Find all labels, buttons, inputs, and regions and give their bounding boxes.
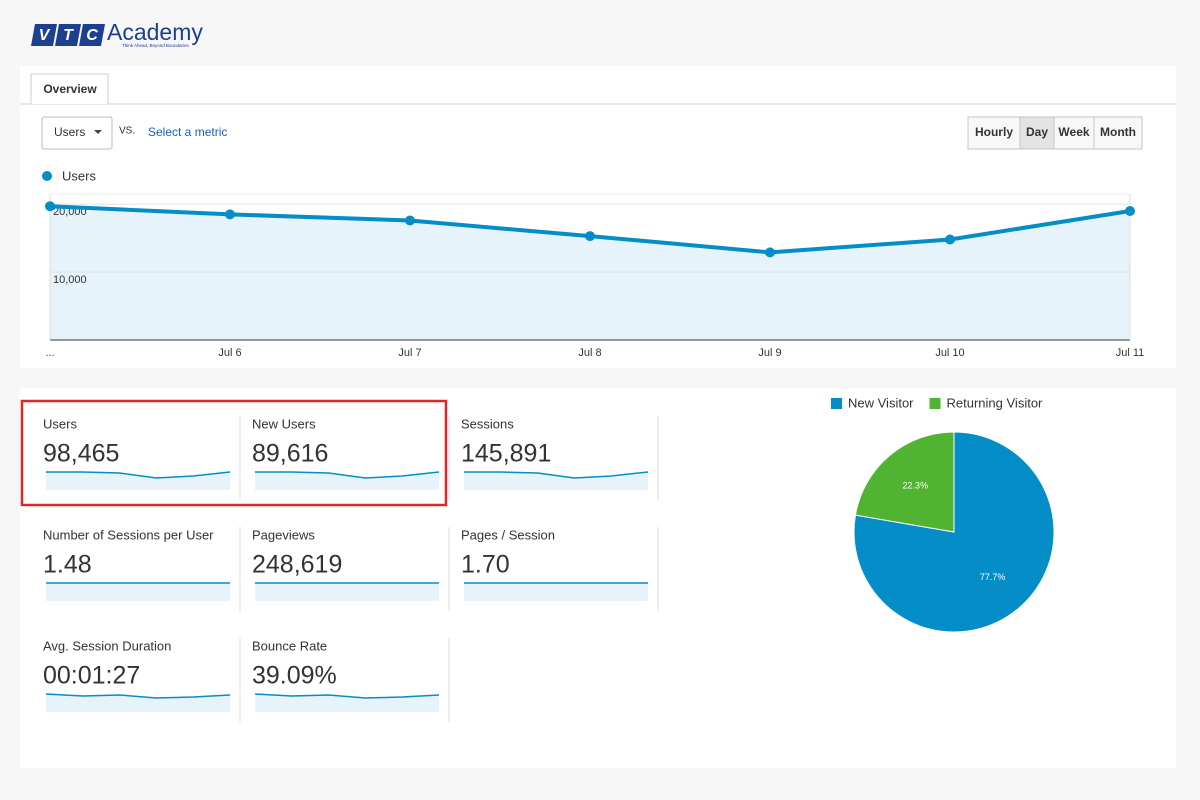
metric-value: 00:01:27: [43, 662, 140, 690]
select-metric-link[interactable]: Select a metric: [148, 125, 227, 139]
legend-swatch: [929, 398, 941, 409]
point: [585, 231, 595, 242]
legend-swatch: [831, 398, 842, 409]
metric-value: 1.70: [461, 551, 510, 579]
sparkline: [46, 471, 231, 479]
x-tick-label: ...: [45, 347, 54, 359]
sparkline-area: [464, 472, 648, 490]
sparkline: [45, 693, 231, 699]
metric-selected[interactable]: Users: [54, 125, 85, 139]
logo-letter: T: [63, 27, 74, 44]
sparkline-area: [255, 694, 439, 712]
x-tick-label: Jul 8: [578, 347, 601, 359]
tab[interactable]: Overview: [43, 82, 97, 96]
sparkline: [464, 471, 649, 479]
period-button-label[interactable]: Hourly: [975, 125, 1013, 139]
metric-dropdown[interactable]: [41, 116, 113, 150]
period-button-label[interactable]: Week: [1058, 125, 1089, 139]
point: [405, 215, 415, 226]
legend-label: Users: [62, 168, 96, 183]
metric-label: Users: [43, 416, 77, 431]
metric-label: New Users: [252, 416, 316, 431]
sparkline-area: [464, 583, 648, 601]
y-tick-label: 10,000: [53, 274, 87, 286]
point: [45, 201, 55, 212]
metric-value: 145,891: [461, 440, 551, 468]
dropdown-arrow: [94, 130, 102, 134]
point: [945, 234, 955, 245]
metric-label: Number of Sessions per User: [43, 527, 214, 542]
logo-box: [31, 24, 57, 46]
x-tick-label: Jul 7: [398, 347, 421, 359]
logo-box: [79, 24, 105, 46]
sparkline: [255, 471, 440, 479]
x-tick-label: Jul 6: [218, 347, 241, 359]
point: [225, 209, 235, 220]
tab-box: [30, 73, 109, 104]
x-tick-label: Jul 9: [758, 347, 781, 359]
metric-value: 39.09%: [252, 662, 337, 690]
legend-dot: [42, 171, 52, 181]
metric-label: Pageviews: [252, 527, 315, 542]
metric-label: Pages / Session: [461, 527, 555, 542]
legend-label: Returning Visitor: [947, 395, 1044, 410]
logo-letter: C: [86, 27, 98, 44]
metric-value: 98,465: [43, 440, 119, 468]
metric-value: 248,619: [252, 551, 342, 579]
sparkline-area: [255, 472, 439, 490]
period-button[interactable]: [1053, 116, 1095, 150]
metric-label: Sessions: [461, 416, 514, 431]
logo-tagline: Think Ahead, Beyond Boundaries: [122, 43, 190, 48]
legend-label: New Visitor: [848, 395, 914, 410]
highlight-box: [20, 399, 448, 507]
period-button[interactable]: [1093, 116, 1143, 150]
period-button-label[interactable]: Day: [1026, 125, 1048, 139]
period-button-label[interactable]: Month: [1100, 125, 1136, 139]
point: [1125, 205, 1135, 216]
point: [765, 247, 775, 258]
period-button[interactable]: [1019, 116, 1055, 150]
sparkline-area: [46, 583, 230, 601]
sparkline-area: [255, 583, 439, 601]
logo-letter: V: [39, 27, 51, 44]
pie-slice: [854, 431, 955, 533]
metric-label: Bounce Rate: [252, 638, 327, 653]
vs-label: VS.: [119, 126, 135, 137]
period-button[interactable]: [967, 116, 1021, 150]
metric-label: Avg. Session Duration: [43, 638, 171, 653]
sparkline-area: [46, 694, 230, 712]
metric-value: 89,616: [252, 440, 328, 468]
x-tick-label: Jul 11: [1116, 347, 1145, 359]
metric-value: 1.48: [43, 551, 92, 579]
area: [50, 206, 1130, 340]
logo-box: [55, 24, 81, 46]
logo-name: Academy: [107, 19, 203, 45]
pie-label: 77.7%: [980, 572, 1006, 582]
sparkline: [254, 693, 440, 699]
x-tick-label: Jul 10: [935, 347, 964, 359]
pie-label: 22.3%: [903, 481, 929, 491]
